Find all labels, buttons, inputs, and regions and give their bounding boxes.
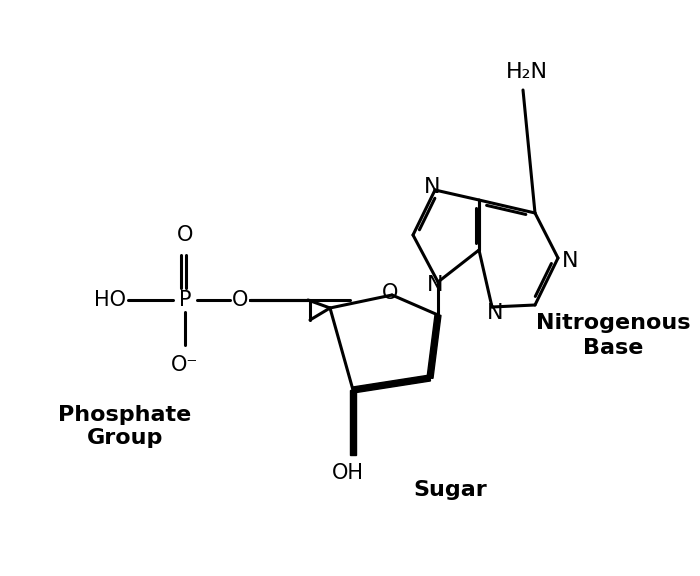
- Text: Nitrogenous: Nitrogenous: [536, 313, 690, 333]
- Text: N: N: [427, 275, 443, 295]
- Text: P: P: [178, 290, 191, 310]
- Text: OH: OH: [332, 463, 364, 483]
- Text: O: O: [177, 225, 193, 245]
- Polygon shape: [353, 375, 430, 393]
- Text: HO: HO: [94, 290, 126, 310]
- Text: N: N: [486, 303, 503, 323]
- Text: H₂N: H₂N: [506, 62, 548, 82]
- Text: Base: Base: [583, 338, 643, 358]
- Text: O: O: [382, 283, 398, 303]
- Text: O: O: [232, 290, 248, 310]
- Text: Phosphate: Phosphate: [58, 405, 192, 425]
- Text: Sugar: Sugar: [413, 480, 487, 500]
- Text: N: N: [424, 177, 440, 197]
- Text: O⁻: O⁻: [172, 355, 199, 375]
- Text: Group: Group: [87, 428, 163, 448]
- Polygon shape: [350, 390, 356, 455]
- Text: N: N: [561, 251, 578, 271]
- Polygon shape: [427, 314, 441, 378]
